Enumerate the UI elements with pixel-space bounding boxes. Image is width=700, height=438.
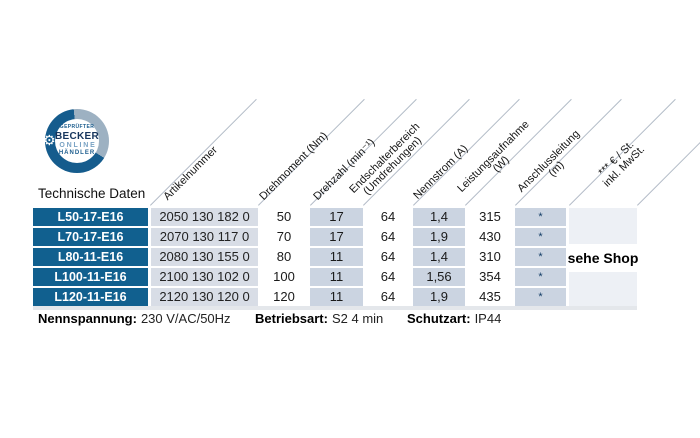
- drehzahl-cell: 11: [310, 268, 363, 286]
- model-cell: L80-11-E16: [33, 248, 148, 266]
- artikelnummer-cell: 2080 130 155 0: [151, 248, 258, 266]
- spec-value: 230 V/AC/50Hz: [140, 311, 231, 326]
- table-row: L70-17-E16 2070 130 117 0 70 17 64 1,9 4…: [33, 228, 637, 246]
- anschlussleitung-cell: *: [515, 208, 566, 226]
- anschlussleitung-cell: *: [515, 288, 566, 306]
- badge-line-online: ONLINE: [59, 142, 97, 150]
- spec-betriebsart: Betriebsart: S2 4 min: [255, 311, 383, 326]
- endschalterbereich-cell: 64: [380, 249, 396, 264]
- table-row: L120-11-E16 2120 130 120 0 120 11 64 1,9…: [33, 288, 637, 306]
- endschalterbereich-cell: 64: [380, 289, 396, 304]
- anschlussleitung-cell: *: [515, 268, 566, 286]
- drehzahl-cell: 17: [310, 228, 363, 246]
- nennstrom-cell: 1,4: [413, 208, 465, 226]
- drehmoment-cell: 80: [276, 249, 292, 264]
- section-title: Technische Daten: [38, 186, 146, 201]
- becker-online-haendler-badge: ⚙ GEPRÜFTER BECKER ONLINE HÄNDLER: [43, 109, 109, 173]
- column-header-preis: *** € / St. inkl. MwSt.: [594, 136, 647, 190]
- artikelnummer-cell: 2100 130 102 0: [151, 268, 258, 286]
- nennstrom-cell: 1,56: [413, 268, 465, 286]
- spec-value: IP44: [474, 311, 502, 326]
- table-bottom-shadow: [33, 306, 637, 310]
- model-cell: L120-11-E16: [33, 288, 148, 306]
- badge-line-geprüfter: GEPRÜFTER: [59, 123, 95, 130]
- header-label: Artikelnummer: [161, 144, 220, 203]
- artikelnummer-cell: 2120 130 120 0: [151, 288, 258, 306]
- spec-label: Betriebsart:: [255, 311, 328, 326]
- drehzahl-cell: 11: [310, 248, 363, 266]
- model-cell: L100-11-E16: [33, 268, 148, 286]
- table-row: L100-11-E16 2100 130 102 0 100 11 64 1,5…: [33, 268, 637, 286]
- spec-label: Schutzart:: [407, 311, 471, 326]
- endschalterbereich-cell: 64: [380, 209, 396, 224]
- drehmoment-cell: 70: [276, 229, 292, 244]
- anschlussleitung-cell: *: [515, 228, 566, 246]
- drehmoment-cell: 50: [276, 209, 292, 224]
- drehmoment-cell: 120: [273, 289, 295, 304]
- column-header-artikelnummer: Artikelnummer: [161, 144, 220, 203]
- artikelnummer-cell: 2050 130 182 0: [151, 208, 258, 226]
- spec-nennspannung: Nennspannung: 230 V/AC/50Hz: [38, 311, 231, 326]
- price-column: sehe Shop: [567, 208, 639, 306]
- badge-line-haendler: HÄNDLER: [58, 150, 96, 157]
- spec-value: S2 4 min: [331, 311, 384, 326]
- leistungsaufnahme-cell: 310: [479, 249, 501, 264]
- drehzahl-cell: 17: [310, 208, 363, 226]
- leistungsaufnahme-cell: 354: [479, 269, 501, 284]
- nennstrom-cell: 1,9: [413, 228, 465, 246]
- spec-schutzart: Schutzart: IP44: [407, 311, 501, 326]
- endschalterbereich-cell: 64: [380, 229, 396, 244]
- nennstrom-cell: 1,9: [413, 288, 465, 306]
- artikelnummer-cell: 2070 130 117 0: [151, 228, 258, 246]
- table-row: L80-11-E16 2080 130 155 0 80 11 64 1,4 3…: [33, 248, 637, 266]
- badge-line-becker: BECKER: [54, 130, 100, 142]
- shop-note[interactable]: sehe Shop: [567, 244, 639, 272]
- leistungsaufnahme-cell: 315: [479, 209, 501, 224]
- leistungsaufnahme-cell: 430: [479, 229, 501, 244]
- nennstrom-cell: 1,4: [413, 248, 465, 266]
- gear-icon: ⚙: [43, 132, 56, 148]
- model-cell: L70-17-E16: [33, 228, 148, 246]
- table-row: L50-17-E16 2050 130 182 0 50 17 64 1,4 3…: [33, 208, 637, 226]
- endschalterbereich-cell: 64: [380, 269, 396, 284]
- anschlussleitung-cell: *: [515, 248, 566, 266]
- spec-label: Nennspannung:: [38, 311, 137, 326]
- model-cell: L50-17-E16: [33, 208, 148, 226]
- drehmoment-cell: 100: [273, 269, 295, 284]
- badge-text: GEPRÜFTER BECKER ONLINE HÄNDLER: [55, 119, 99, 163]
- leistungsaufnahme-cell: 435: [479, 289, 501, 304]
- drehzahl-cell: 11: [310, 288, 363, 306]
